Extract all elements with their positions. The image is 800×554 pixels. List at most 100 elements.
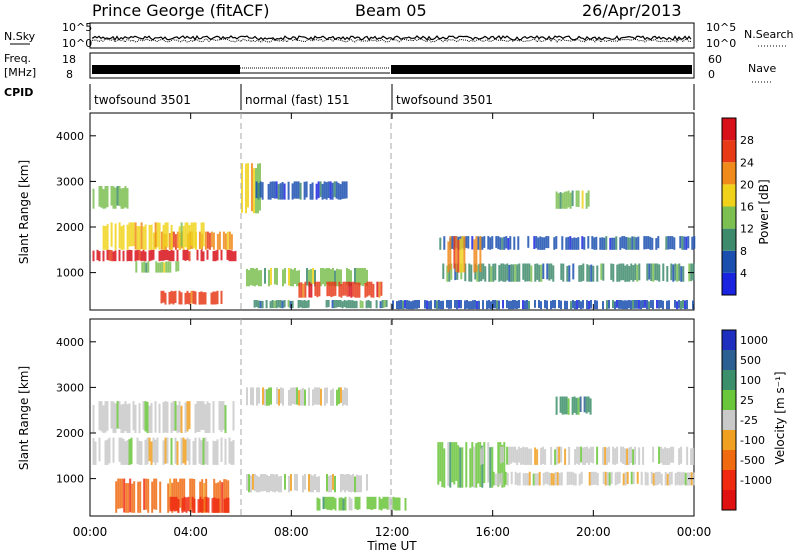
vel-cell-2-strip — [213, 478, 216, 513]
power-cell-10-strip — [359, 300, 362, 309]
power-cell-12-strip — [550, 263, 553, 280]
vel-cell-5-strip — [272, 474, 274, 492]
vel-cell-9-strip — [578, 473, 581, 486]
power-cell-2-strip — [206, 231, 209, 249]
vel-cell-3-strip — [201, 499, 204, 513]
power-cell-10-strip — [385, 300, 388, 308]
power-cell-8-strip — [328, 268, 330, 286]
power-cell-11-strip — [649, 236, 652, 250]
vel-cell-9-strip — [640, 471, 643, 485]
vel-cell-3-strip — [203, 496, 206, 512]
vel-cell-3-strip — [173, 496, 176, 512]
vel-cell-5-strip — [308, 474, 310, 492]
power-cell-4-strip — [167, 261, 170, 273]
power-cell-10-strip — [287, 300, 290, 308]
power-cell-15-strip — [586, 300, 588, 310]
power-cell-1-strip — [144, 251, 147, 262]
power-cell-1-strip — [138, 249, 141, 261]
power-cell-15-strip — [424, 300, 426, 309]
vel-cell-0-strip — [180, 405, 183, 433]
power-cell-8-strip — [340, 269, 342, 287]
power-cell-11-strip — [587, 236, 590, 249]
vel-cell-5-strip — [268, 476, 270, 493]
vel-cell-10-strip — [555, 396, 558, 415]
power-cell-11-strip — [481, 236, 484, 250]
power-cell-12-strip — [658, 264, 661, 282]
vel-cell-1-strip — [126, 440, 129, 465]
power-cell-10-strip — [365, 300, 368, 309]
vel-cell-1-strip — [128, 439, 131, 465]
vel-cell-8-strip — [536, 449, 539, 465]
vel-cell-9-strip — [516, 473, 519, 486]
vel-range-tick-label-0: 1000 — [56, 473, 84, 486]
vel-cell-1-strip — [224, 438, 227, 465]
power-cell-15-strip — [550, 300, 552, 310]
vel-cell-5-strip — [350, 475, 352, 493]
vel-cell-8-strip — [512, 446, 515, 463]
power-cell-11-strip — [671, 236, 674, 250]
power-cell-7-strip — [317, 181, 320, 199]
vel-cell-0-strip — [114, 403, 117, 433]
vel-cell-4-strip — [268, 387, 270, 406]
vel-cell-5-strip — [290, 474, 292, 491]
power-cell-3-strip — [182, 225, 185, 250]
vel-cell-8-strip — [642, 446, 645, 465]
power-cell-11-strip — [643, 236, 646, 250]
power-cell-0-strip — [126, 188, 129, 209]
power-cell-0-strip — [114, 187, 117, 209]
power-cb-tick-2: 12 — [740, 223, 754, 236]
vel-cell-0-strip — [110, 401, 113, 429]
power-cell-3 — [102, 222, 205, 250]
power-cell-10-strip — [379, 301, 382, 309]
power-cell-12-strip — [516, 264, 519, 282]
vel-cell-0-strip — [208, 403, 211, 433]
power-cell-12-strip — [480, 263, 483, 282]
vel-cell-8-strip — [620, 446, 623, 463]
power-cell-1-strip — [214, 250, 217, 262]
vel-cell-2-strip — [225, 479, 228, 513]
vel-cell-7-strip — [501, 444, 504, 488]
vel-cb-frame — [721, 329, 737, 511]
power-cell-13-strip — [449, 236, 452, 270]
power-cell-9-strip — [378, 281, 381, 298]
power-cell-2-strip — [204, 231, 207, 250]
power-cell-2-strip — [160, 231, 163, 250]
power-cell-13-strip — [473, 239, 476, 273]
power-range-tick-label-1: 2000 — [56, 221, 84, 234]
vel-cell-2-strip — [181, 478, 184, 512]
power-cell-4-strip — [177, 261, 180, 272]
vel-cell-4-strip — [294, 387, 296, 405]
vel-cell-8-strip — [692, 447, 695, 465]
vel-cell-2-strip — [169, 478, 172, 509]
vel-cell-6-strip — [328, 496, 331, 510]
power-cell-5-strip — [214, 291, 217, 305]
power-cell-13-strip — [453, 236, 456, 269]
power-cell-7-strip — [329, 181, 332, 200]
power-cell-3-strip — [200, 222, 203, 249]
power-cell-9-strip — [370, 281, 373, 298]
power-cell-11-strip — [625, 237, 628, 250]
power-cell-1-strip — [128, 249, 131, 261]
power-cell-8-strip — [270, 268, 272, 285]
power-cell-15-strip — [614, 301, 616, 310]
power-cell-11-strip — [533, 236, 536, 249]
vel-cell-7-strip — [461, 447, 464, 488]
power-cell-11-strip — [505, 236, 508, 249]
vel-cell-2-strip — [129, 478, 132, 513]
power-cell-3-strip — [162, 224, 165, 250]
vel-cell-9-strip — [496, 473, 499, 486]
power-cell-11-strip — [569, 236, 572, 250]
vel-cell-7-strip — [439, 442, 442, 482]
power-cell-10-strip — [269, 301, 272, 309]
power-cell-10-strip — [307, 300, 310, 308]
vel-cell-6-strip — [340, 497, 343, 511]
power-cell-15-strip — [612, 300, 614, 308]
power-cell-12-strip — [552, 265, 555, 282]
vel-cell-1-strip — [124, 441, 127, 465]
power-cell-15-strip — [642, 300, 644, 308]
noise-traces — [91, 35, 692, 43]
power-cell-12-strip — [588, 265, 591, 282]
noise-right-label: N.Search — [744, 28, 794, 41]
vel-cell-4-strip — [312, 389, 314, 406]
power-cell-11-strip — [627, 237, 630, 250]
